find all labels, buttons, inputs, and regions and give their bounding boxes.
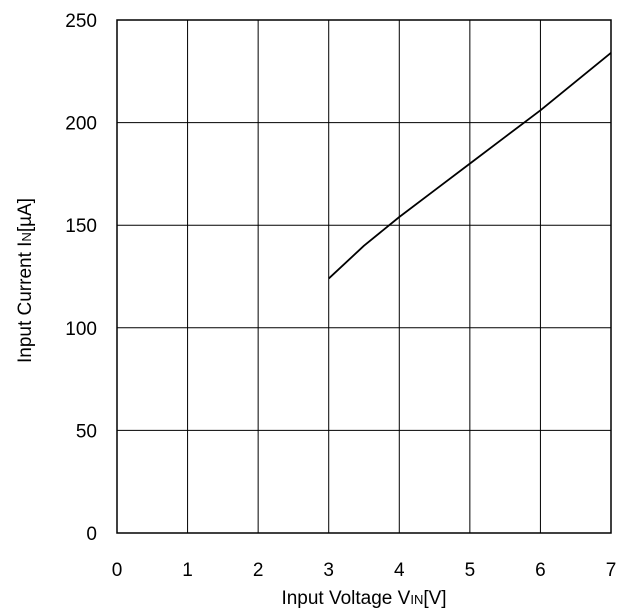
y-tick-label-3: 150 — [65, 216, 97, 237]
y-tick-label-4: 200 — [65, 114, 97, 135]
x-axis-label-subscript: IN — [410, 592, 423, 607]
grid-lines — [117, 20, 611, 533]
x-tick-label-7: 7 — [606, 560, 617, 581]
x-tick-label-5: 5 — [465, 560, 476, 581]
plot-frame — [117, 20, 611, 533]
y-axis-label-main: Input Current I — [15, 242, 36, 363]
y-tick-label-1: 50 — [76, 421, 97, 442]
x-tick-label-0: 0 — [112, 560, 123, 581]
x-tick-label-2: 2 — [253, 560, 264, 581]
y-axis-label-subscript: N — [19, 232, 34, 241]
y-axis-label-unit: [µA] — [15, 198, 36, 232]
x-tick-label-1: 1 — [182, 560, 193, 581]
x-axis-label-unit: [V] — [423, 588, 446, 609]
x-tick-label-3: 3 — [323, 560, 334, 581]
y-tick-label-0: 0 — [86, 524, 97, 545]
y-axis-label: Input Current IN[µA] — [15, 198, 36, 363]
y-tick-label-2: 100 — [65, 319, 97, 340]
x-axis-label-main: Input Voltage V — [281, 588, 410, 609]
y-tick-label-5: 250 — [65, 11, 97, 32]
x-tick-labels: 0 1 2 3 4 5 6 7 — [112, 560, 617, 581]
y-tick-labels: 0 50 100 150 200 250 — [65, 11, 97, 545]
x-axis-label: Input Voltage VIN[V] — [281, 588, 446, 609]
x-tick-label-6: 6 — [535, 560, 546, 581]
x-tick-label-4: 4 — [394, 560, 405, 581]
